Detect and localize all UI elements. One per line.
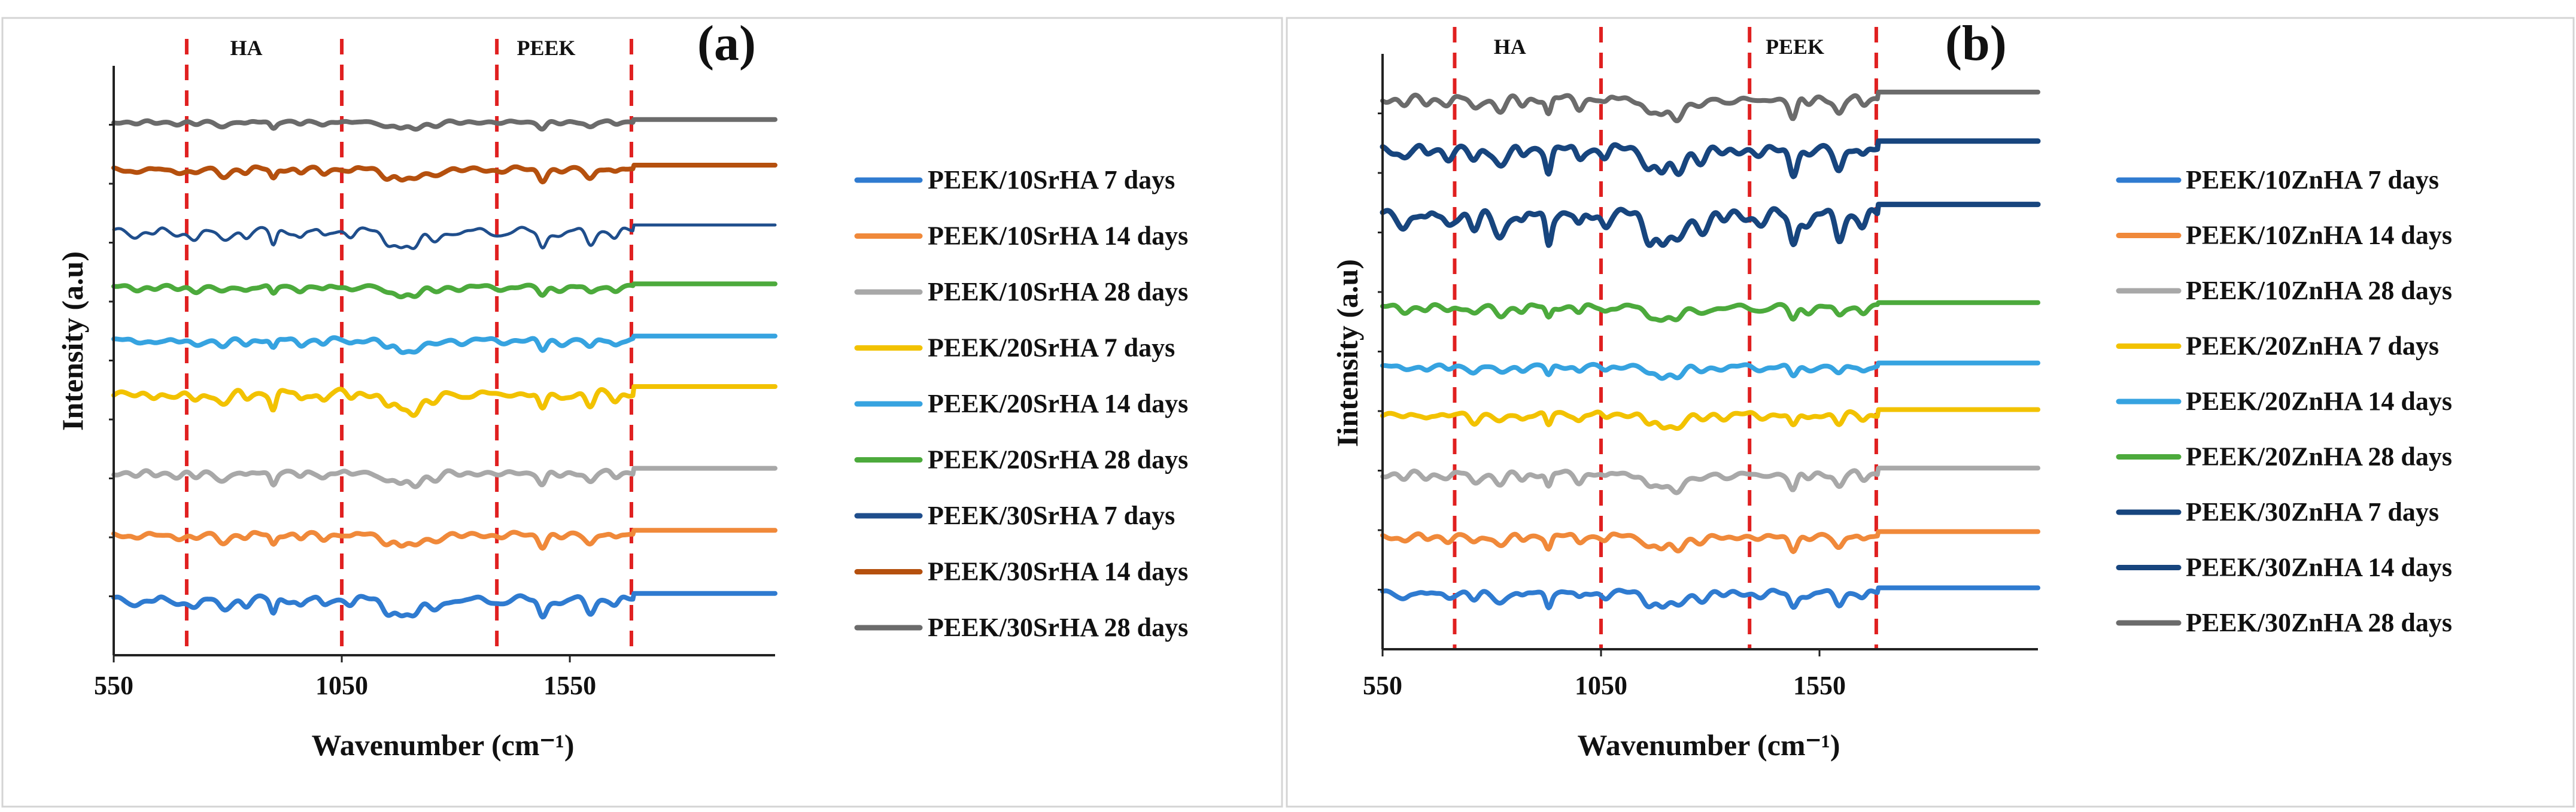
panel-a-x-tick-label-1550: 1550 [543, 671, 596, 700]
panel-b-series-9 [1380, 89, 2040, 123]
panel-b-label: (b) [1945, 16, 2007, 71]
panel-b-x-tick-label-550: 550 [1363, 671, 1402, 700]
panel-a-x-ticks: 550 1050 1550 [94, 124, 596, 700]
panel-a-series-3 [111, 466, 777, 489]
panel-b-series-8 [1380, 138, 2041, 180]
panel-b-legend-label-3: PEEK/10ZnHA 28 days [2186, 276, 2452, 305]
panel-a-region-label-peek: PEEK [517, 36, 576, 60]
panel-a: 550 1050 1550 HA PEEK (a) Wavenumber (cm⁻¹)… [1, 16, 1283, 808]
panel-b-legend-label-1: PEEK/10ZnHA 7 days [2186, 165, 2439, 194]
panel-a-legend: PEEK/10SrHA 7 days PEEK/10SrHA 14 days PEE… [854, 165, 1188, 642]
panel-b-series-4 [1380, 407, 2040, 431]
panel-a-x-axis-title: Wavenumber (cm⁻¹) [311, 728, 574, 762]
panel-a-region-label-ha: HA [230, 36, 262, 60]
panel-a-legend-label-4: PEEK/20SrHA 7 days [928, 333, 1175, 363]
panel-b-legend-label-4: PEEK/20ZnHA 7 days [2186, 332, 2439, 361]
panel-b-legend-label-7: PEEK/30ZnHA 7 days [2186, 497, 2439, 527]
panel-b-region-labels: HA PEEK [1494, 35, 1824, 59]
panel-a-series-9 [111, 117, 777, 132]
panel-a-legend-label-5: PEEK/20SrHA 14 days [928, 389, 1188, 418]
panel-b-dividers [1453, 27, 1878, 649]
panel-a-series-6 [111, 281, 777, 300]
panel-a-y-axis-title: Intensity (a.u) [56, 251, 89, 431]
panel-a-frame [1, 17, 1283, 808]
panel-b-series-7 [1380, 202, 2041, 248]
panel-b-series [1380, 89, 2041, 610]
panel-a-series-2 [111, 528, 777, 551]
panel-b-region-label-peek: PEEK [1766, 35, 1824, 59]
panel-b-frame [1286, 17, 2575, 808]
panel-b-legend-label-9: PEEK/30ZnHA 28 days [2186, 608, 2452, 637]
panel-a-legend-label-6: PEEK/20SrHA 28 days [928, 445, 1188, 475]
panel-a-legend-label-9: PEEK/30SrHA 28 days [928, 613, 1188, 642]
panel-b: 550 1050 1550 HA PEEK (b) Wavenumber (cm⁻¹)… [1286, 16, 2575, 808]
panel-a-legend-label-1: PEEK/10SrHA 7 days [928, 165, 1175, 194]
panel-b-legend-label-8: PEEK/30ZnHA 14 days [2186, 553, 2452, 582]
panel-a-series-4 [111, 384, 777, 418]
panel-b-legend-label-5: PEEK/20ZnHA 14 days [2186, 387, 2452, 416]
panel-a-series-7 [112, 223, 777, 250]
panel-b-series-2 [1380, 529, 2040, 554]
panel-b-x-tick-label-1550: 1550 [1793, 671, 1846, 700]
panel-a-legend-label-7: PEEK/30SrHA 7 days [928, 501, 1175, 530]
panel-b-legend-label-6: PEEK/20ZnHA 28 days [2186, 442, 2452, 472]
panel-b-series-6 [1380, 300, 2040, 323]
panel-b-x-tick-label-1050: 1050 [1575, 671, 1627, 700]
panel-b-x-axis-title: Wavenumber (cm⁻¹) [1577, 728, 1840, 762]
panel-a-x-tick-label-550: 550 [94, 671, 133, 700]
panel-a-series-8 [111, 163, 777, 185]
panel-b-legend-label-2: PEEK/10ZnHA 14 days [2186, 221, 2452, 250]
panel-a-series-1 [111, 591, 777, 620]
panel-a-legend-label-2: PEEK/10SrHA 14 days [928, 221, 1188, 251]
panel-b-legend: PEEK/10ZnHA 7 days PEEK/10ZnHA 14 days PEE… [2116, 165, 2452, 637]
panel-a-legend-label-3: PEEK/10SrHA 28 days [928, 277, 1188, 306]
panel-b-series-3 [1380, 466, 2040, 495]
panel-b-x-ticks: 550 1050 1550 [1363, 112, 1846, 700]
panel-b-series-1 [1380, 585, 2040, 610]
panel-b-region-label-ha: HA [1494, 35, 1526, 59]
panel-a-series-5 [111, 333, 777, 355]
panel-b-y-axis-title: Iintensity (a.u) [1330, 259, 1364, 447]
panel-b-series-5 [1380, 360, 2040, 381]
panel-a-region-labels: HA PEEK [230, 36, 575, 60]
panel-a-series [111, 117, 777, 620]
panel-a-label: (a) [697, 16, 756, 71]
panel-a-x-tick-label-1050: 1050 [315, 671, 368, 700]
panel-a-legend-label-8: PEEK/30SrHA 14 days [928, 557, 1188, 586]
